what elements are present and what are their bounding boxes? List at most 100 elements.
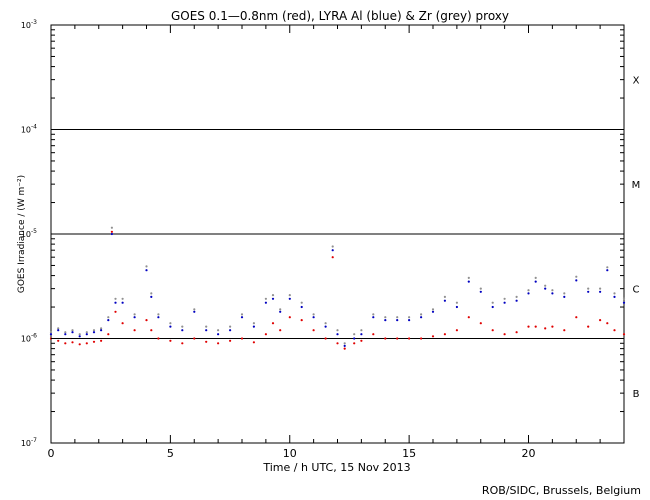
data-point [78,335,81,338]
data-point [606,322,609,325]
data-point [343,344,346,347]
data-point [264,297,267,300]
data-point [121,297,124,300]
data-point [431,335,435,338]
data-point [107,316,110,319]
data-point [110,230,113,233]
data-point [252,322,255,325]
data-point [613,295,616,298]
data-point [587,325,590,328]
data-point [205,325,208,328]
y-tick-label: 10-5 [21,228,37,239]
data-point [252,341,255,344]
y-axis-label: GOES Irradiance / (W m⁻²) [17,175,27,293]
data-point [534,325,537,328]
data-point [353,337,356,340]
data-point [169,325,172,328]
y-tick-label: 10-4 [21,124,37,135]
x-tick-label: 0 [48,447,55,460]
x-tick-label: 20 [522,447,536,460]
data-point [479,287,482,290]
data-point [110,226,113,229]
data-point [157,313,160,316]
data-point [110,232,113,236]
data-point [396,319,399,322]
data-point [408,337,411,340]
data-point [534,276,537,279]
data-point [408,319,411,322]
y-tick-label: 10-3 [21,19,37,30]
data-point [288,297,291,300]
data-point [515,299,518,302]
data-point [150,295,153,298]
data-point [491,301,494,304]
data-point [100,327,103,330]
data-point [613,292,616,295]
x-axis: 0 5 10 15 20 [48,25,625,460]
data-point [100,329,103,332]
data-point [396,337,399,340]
data-point [205,340,208,343]
data-point [503,333,506,336]
series-0 [49,230,626,350]
data-point [271,294,275,297]
data-point [479,322,482,325]
data-point [49,331,53,334]
y-axis: 10-7 10-6 10-5 10-4 10-3 [21,19,624,448]
data-point [181,342,184,345]
data-point [279,329,282,332]
data-point [133,329,136,332]
data-point [279,310,282,313]
data-point [336,329,339,332]
data-point [229,329,232,332]
data-point [515,331,518,334]
flare-class-labels: X M C B [632,76,641,401]
data-point [240,313,244,316]
data-point [324,337,327,340]
data-point [78,333,81,336]
data-point [467,316,470,319]
data-point [587,290,590,293]
data-point [503,297,506,300]
data-point [575,275,578,278]
data-point [240,316,244,319]
data-point [240,337,244,340]
data-point [252,325,255,328]
y-tick-label: 10-7 [21,437,37,448]
data-point [57,327,60,330]
data-point [324,322,327,325]
data-point [107,319,110,322]
data-point [229,339,232,342]
data-point [205,329,208,332]
data-point [331,249,334,252]
data-point [420,337,423,340]
data-point [534,280,537,283]
flare-class-b: B [633,389,640,400]
data-point [491,329,494,332]
data-point [64,333,67,336]
data-point [606,266,609,269]
data-point [92,331,96,334]
flare-class-lines [51,129,624,339]
data-point [300,305,303,309]
data-point [527,292,530,295]
data-point [353,342,356,345]
data-point [279,308,282,311]
data-point [157,337,160,340]
data-point [85,333,88,336]
data-point [145,265,148,268]
data-point [563,295,566,298]
data-point [71,329,74,332]
x-axis-label: Time / h UTC, 15 Nov 2013 [262,461,410,474]
data-point [150,329,153,332]
data-point [331,256,334,259]
data-point [92,329,96,332]
data-point [193,308,196,311]
data-point [353,333,356,336]
data-point [100,339,103,342]
data-point [343,342,346,345]
data-point [312,313,315,316]
data-point [544,284,547,287]
x-tick-label: 5 [167,447,174,460]
data-point [169,339,172,342]
